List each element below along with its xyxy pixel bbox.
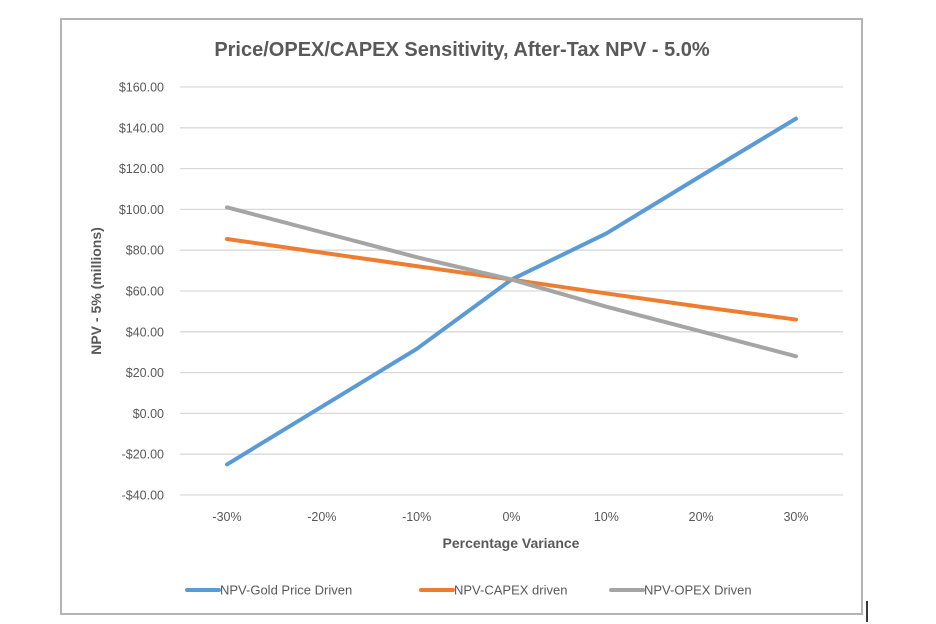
y-tick-label: -$20.00	[122, 448, 164, 462]
legend-label: NPV-Gold Price Driven	[220, 583, 352, 598]
series-lines	[225, 116, 798, 467]
x-tick-label: 0%	[502, 510, 520, 524]
y-tick-labels: $160.00 $140.00 $120.00 $100.00 $80.00 $60.00…	[119, 81, 164, 503]
y-tick-label: $140.00	[119, 121, 164, 135]
y-tick-label: $80.00	[126, 244, 164, 258]
y-tick-label: $120.00	[119, 162, 164, 176]
y-tick-label: $20.00	[126, 366, 164, 380]
legend-item: NPV-OPEX Driven	[609, 583, 752, 598]
x-tick-label: 10%	[594, 510, 619, 524]
legend-item: NPV-Gold Price Driven	[185, 583, 352, 598]
x-tick-labels: -30% -20% -10% 0% 10% 20% 30%	[212, 510, 808, 524]
x-tick-label: -30%	[212, 510, 241, 524]
gridlines	[180, 86, 843, 496]
y-tick-label: $40.00	[126, 325, 164, 339]
legend-label: NPV-CAPEX driven	[454, 583, 567, 598]
x-tick-label: -20%	[307, 510, 336, 524]
x-tick-label: 20%	[689, 510, 714, 524]
y-tick-label: $0.00	[133, 407, 164, 421]
series-line-3	[225, 205, 798, 359]
x-tick-label: 30%	[783, 510, 808, 524]
x-tick-label: -10%	[402, 510, 431, 524]
chart-title: Price/OPEX/CAPEX Sensitivity, After-Tax …	[214, 39, 710, 61]
y-tick-label: $60.00	[126, 285, 164, 299]
y-tick-label: $160.00	[119, 81, 164, 95]
y-tick-label: $100.00	[119, 203, 164, 217]
legend-label: NPV-OPEX Driven	[644, 583, 752, 598]
legend: NPV-Gold Price Driven NPV-CAPEX driven NPV…	[185, 583, 752, 598]
text-cursor	[866, 601, 868, 622]
y-axis-title: NPV - 5% (millions)	[88, 227, 104, 355]
y-tick-label: -$40.00	[122, 489, 164, 503]
legend-item: NPV-CAPEX driven	[419, 583, 567, 598]
x-axis-title: Percentage Variance	[443, 535, 580, 551]
